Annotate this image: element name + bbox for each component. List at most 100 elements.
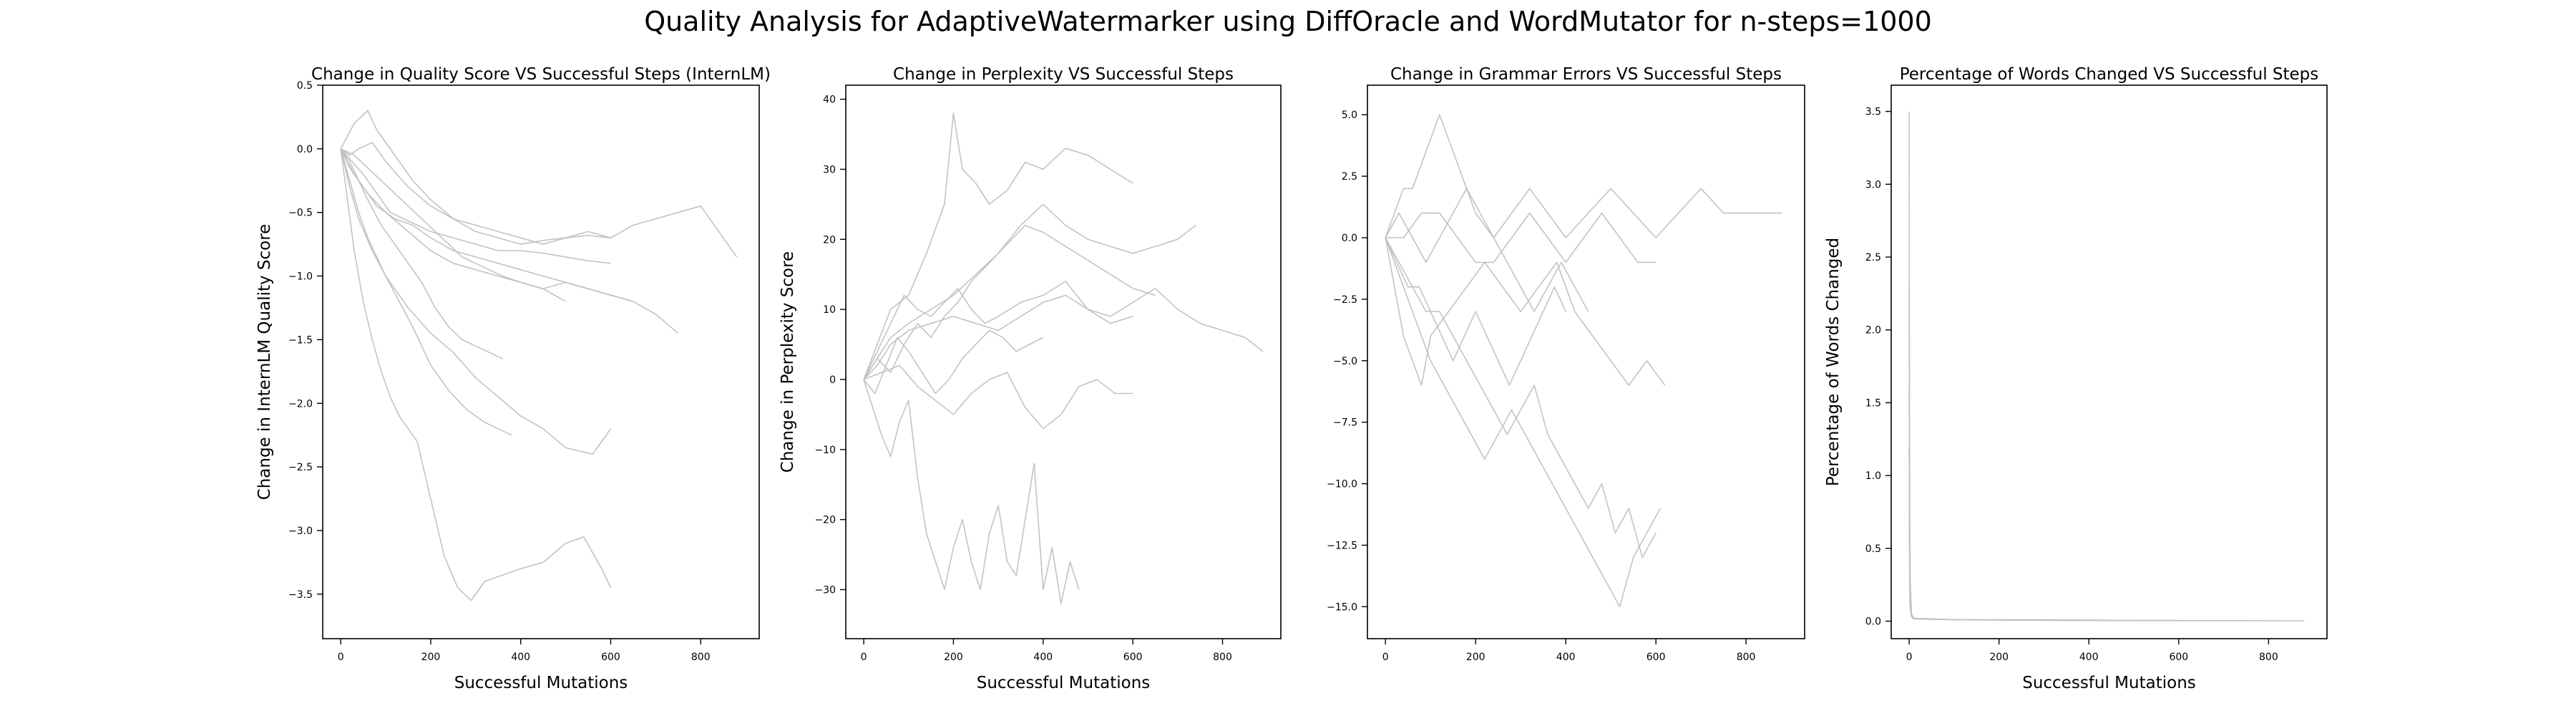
y-tick-label: −15.0 <box>1327 601 1357 613</box>
series-line-5 <box>1385 237 1666 386</box>
y-tick-label: −2.0 <box>288 398 313 410</box>
y-tick-label: 10 <box>823 304 836 316</box>
series-line-8 <box>863 224 1156 380</box>
y-tick-label: 40 <box>823 95 836 106</box>
series-line-10 <box>340 148 566 302</box>
y-tick-label: −3.0 <box>288 526 313 537</box>
chart-title: Change in Perplexity VS Successful Steps <box>893 65 1234 84</box>
series-line-1 <box>340 110 611 245</box>
series-group <box>863 112 1264 604</box>
x-tick-label: 0 <box>338 652 344 663</box>
y-tick-label: −10.0 <box>1327 479 1357 490</box>
y-tick-label: −7.5 <box>1333 417 1357 429</box>
y-tick-label: 0.0 <box>297 144 313 155</box>
plot-frame <box>322 84 760 639</box>
x-tick-label: 200 <box>1466 652 1485 663</box>
y-tick-label: 0.0 <box>1865 616 1881 628</box>
series-line-2 <box>340 142 738 258</box>
y-tick-label: −2.5 <box>288 462 313 473</box>
y-tick-label: 3.0 <box>1865 179 1881 190</box>
y-tick-label: −5.0 <box>1333 356 1357 367</box>
chart-panel-2: 0 200 400 600 800 40 30 20 10 0 −10 −20 −30 Change in… <box>779 65 1282 692</box>
x-tick-label: 400 <box>1556 652 1576 663</box>
series-line-3 <box>1908 388 2246 621</box>
plot-frame <box>1890 84 2328 639</box>
x-tick-label: 0 <box>861 652 867 663</box>
series-line-6 <box>1385 188 1589 312</box>
chart-title: Change in Grammar Errors VS Successful S… <box>1390 65 1782 84</box>
y-tick-label: −2.5 <box>1333 294 1357 306</box>
x-tick-label: 0 <box>1906 652 1913 663</box>
y-tick-label: −1.0 <box>288 271 313 283</box>
series-line-1 <box>1908 111 2305 621</box>
y-tick-label: −20 <box>814 515 836 526</box>
x-tick-label: 800 <box>1737 652 1756 663</box>
series-line-1 <box>1385 114 1782 238</box>
y-tick-label: 0.0 <box>1342 233 1357 244</box>
y-tick-label: 0.5 <box>1865 543 1881 555</box>
plot-frame <box>845 84 1282 639</box>
series-line-5 <box>863 379 1080 604</box>
series-line-4 <box>340 148 634 302</box>
y-tick-label: 0.5 <box>297 80 313 92</box>
y-tick-label: −0.5 <box>288 208 313 219</box>
y-axis-label: Change in Perplexity Score <box>779 251 797 473</box>
series-line-4 <box>1385 212 1657 263</box>
y-tick-label: 2.5 <box>1342 171 1357 183</box>
x-axis-label: Successful Mutations <box>2022 674 2196 692</box>
chart-panel-3: 0 200 400 600 800 5.0 2.5 0.0 −2.5 −5.0 −7.5 −10.0 −… <box>1327 65 1805 663</box>
y-tick-label: 30 <box>823 164 836 175</box>
x-tick-label: 600 <box>1646 652 1666 663</box>
x-tick-label: 0 <box>1382 652 1389 663</box>
chart-title: Percentage of Words Changed VS Successfu… <box>1900 65 2319 84</box>
x-tick-label: 400 <box>2079 652 2099 663</box>
y-tick-label: 3.5 <box>1865 107 1881 118</box>
plot-frame <box>1367 84 1805 639</box>
y-tick-label: 1.5 <box>1865 397 1881 409</box>
series-group <box>340 110 738 601</box>
series-line-2 <box>1908 286 2179 621</box>
series-group <box>1385 114 1782 608</box>
series-line-7 <box>1385 237 1566 386</box>
chart-panel-1: 0 200 400 600 800 0.5 0.0 −0.5 −1.0 −1.5 −2.0 −2.5 −… <box>255 65 771 692</box>
x-tick-label: 400 <box>511 652 530 663</box>
x-tick-label: 600 <box>1123 652 1143 663</box>
series-line-5 <box>340 148 612 455</box>
series-line-2 <box>863 203 1196 380</box>
series-line-3 <box>863 287 1264 380</box>
series-line-8 <box>340 148 611 264</box>
y-tick-label: 20 <box>823 234 836 246</box>
series-line-1 <box>863 112 1133 380</box>
x-axis-label: Successful Mutations <box>454 674 628 692</box>
series-line-6 <box>340 148 512 436</box>
x-tick-label: 200 <box>421 652 441 663</box>
series-line-2 <box>1385 237 1662 608</box>
x-tick-label: 800 <box>2259 652 2278 663</box>
y-tick-label: 0 <box>829 374 836 386</box>
series-line-7 <box>863 329 1044 395</box>
chart-title: Change in Quality Score VS Successful St… <box>311 65 771 84</box>
x-tick-label: 600 <box>2169 652 2188 663</box>
series-line-4 <box>863 364 1133 430</box>
y-tick-label: −10 <box>814 445 836 456</box>
y-axis-label: Change in InternLM Quality Score <box>255 224 274 500</box>
x-tick-label: 200 <box>1989 652 2009 663</box>
y-tick-label: 5.0 <box>1342 110 1357 121</box>
series-line-6 <box>863 281 1133 380</box>
x-tick-label: 400 <box>1033 652 1053 663</box>
figure-title: Quality Analysis for AdaptiveWatermarker… <box>644 6 1932 37</box>
x-tick-label: 800 <box>1213 652 1232 663</box>
x-tick-label: 800 <box>691 652 711 663</box>
series-line-7 <box>340 148 612 601</box>
x-tick-label: 200 <box>944 652 963 663</box>
chart-panel-4: 0 200 400 600 800 3.5 3.0 2.5 2.0 1.5 1.0 0.5 0.0 Per… <box>1824 65 2328 692</box>
series-line-4 <box>1908 446 2202 621</box>
y-tick-label: 2.0 <box>1865 325 1881 337</box>
y-tick-label: −12.5 <box>1327 540 1357 551</box>
y-axis-label: Percentage of Words Changed <box>1824 238 1843 486</box>
y-tick-label: −3.5 <box>288 589 313 601</box>
y-tick-label: 1.0 <box>1865 470 1881 482</box>
series-line-9 <box>340 148 503 359</box>
y-tick-label: −30 <box>814 585 836 596</box>
